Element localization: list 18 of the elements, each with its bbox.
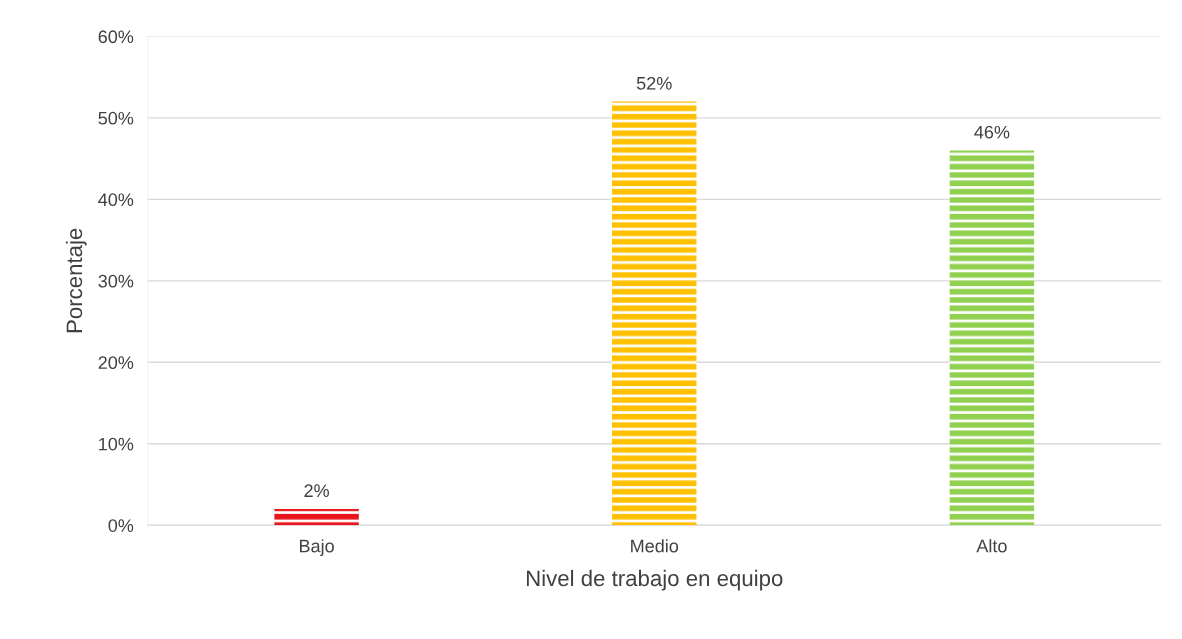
y-tick-label: 20% [98, 356, 134, 370]
y-tick-label: 50% [98, 111, 134, 125]
data-label: 2% [304, 484, 329, 497]
x-tick-label: Bajo [299, 539, 334, 556]
x-tick-label: Medio [631, 539, 679, 553]
bar [274, 508, 359, 526]
y-tick-label: 40% [98, 193, 134, 207]
x-tick-label: Alto [976, 539, 1007, 553]
y-tick-label: 60% [98, 30, 134, 44]
bar [612, 101, 697, 526]
data-label: 52% [636, 76, 672, 90]
y-tick-label: 10% [99, 437, 134, 451]
bar [949, 150, 1035, 526]
y-tick-label: 0% [108, 519, 134, 532]
y-axis-title: Porcentaje [65, 228, 87, 333]
y-tick-label: 30% [98, 274, 134, 288]
data-label: 46% [974, 125, 1010, 139]
x-axis-title: Nivel de trabajo en equipo [526, 569, 783, 591]
